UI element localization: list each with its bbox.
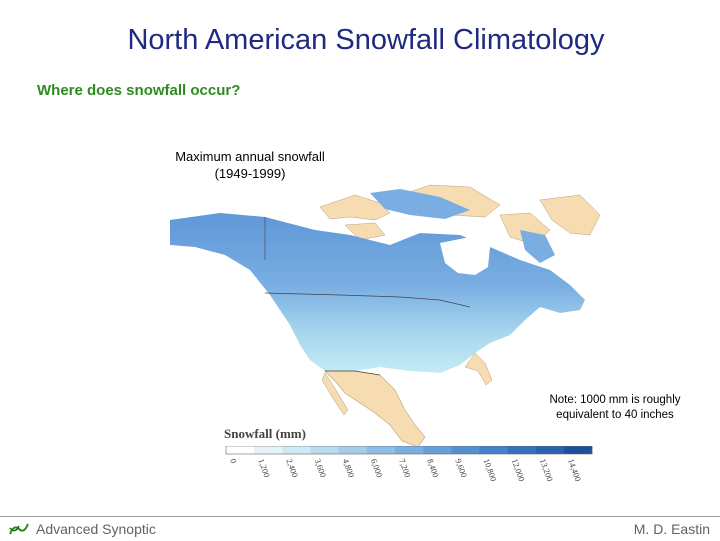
map-caption: Maximum annual snowfall (1949-1999)	[150, 148, 350, 182]
footer-left: Advanced Synoptic	[8, 521, 156, 537]
us-mexico-border	[325, 370, 381, 376]
footer-logo-icon	[9, 523, 29, 535]
map-caption-line1: Maximum annual snowfall	[175, 149, 325, 164]
legend-swatch	[563, 446, 593, 454]
map-caption-line2: (1949-1999)	[214, 166, 286, 181]
slide-subtitle: Where does snowfall occur?	[37, 82, 241, 99]
legend-swatch	[338, 446, 368, 454]
footer-course: Advanced Synoptic	[36, 521, 156, 537]
legend-tick-label: 10,800	[482, 457, 499, 482]
legend-frame	[225, 446, 593, 455]
legend-tick-label: 13,200	[538, 457, 555, 482]
baja	[321, 372, 349, 416]
legend-swatch	[423, 446, 452, 454]
legend-tick-label: 3,600	[313, 457, 329, 478]
legend-tick-label: 4,800	[341, 457, 357, 478]
legend-swatch	[479, 446, 508, 454]
legend-tick-label: 9,600	[453, 457, 469, 478]
legend-swatch	[282, 446, 311, 454]
arctic-snow	[370, 189, 555, 263]
legend-title: Snowfall (mm)	[224, 426, 306, 441]
legend-tick-label: 14,400	[566, 457, 583, 482]
us-canada-border	[264, 292, 471, 308]
note-line1: Note: 1000 mm is roughly	[549, 394, 681, 406]
legend-tick-label: 8,400	[425, 457, 441, 478]
legend-swatch	[226, 446, 255, 454]
legend-tick-label: 0	[228, 457, 239, 464]
note-line2: equivalent to 40 inches	[556, 409, 674, 421]
legend-swatch	[535, 446, 565, 454]
florida-gulf	[464, 352, 493, 386]
slide-footer: Advanced Synoptic M. D. Eastin	[0, 516, 720, 541]
legend-swatch	[507, 446, 536, 454]
legend-tick-label: 1,200	[256, 457, 272, 478]
hudson-bay	[440, 237, 490, 275]
snowfall-map	[170, 184, 601, 448]
legend-tick-label: 7,200	[397, 457, 413, 478]
legend-swatch	[394, 446, 424, 454]
legend-tick-label: 6,000	[369, 457, 385, 478]
legend-swatch	[310, 446, 339, 454]
legend-swatch	[366, 446, 396, 454]
legend-swatch	[254, 446, 283, 454]
snowfall-legend: 0 1,200 2,400 3,600 4,800 6,000 7,200 8,400 9,60…	[225, 446, 593, 483]
footer-author: M. D. Eastin	[633, 521, 710, 537]
slide-title: North American Snowfall Climatology	[127, 24, 605, 56]
legend-tick-label: 2,400	[284, 457, 300, 478]
map-note: Note: 1000 mm is roughly equivalent to 4…	[535, 393, 695, 423]
greenland	[539, 194, 601, 236]
legend-tick-label: 12,000	[510, 457, 527, 482]
arctic-islands	[319, 184, 551, 246]
legend-swatch	[451, 446, 480, 454]
